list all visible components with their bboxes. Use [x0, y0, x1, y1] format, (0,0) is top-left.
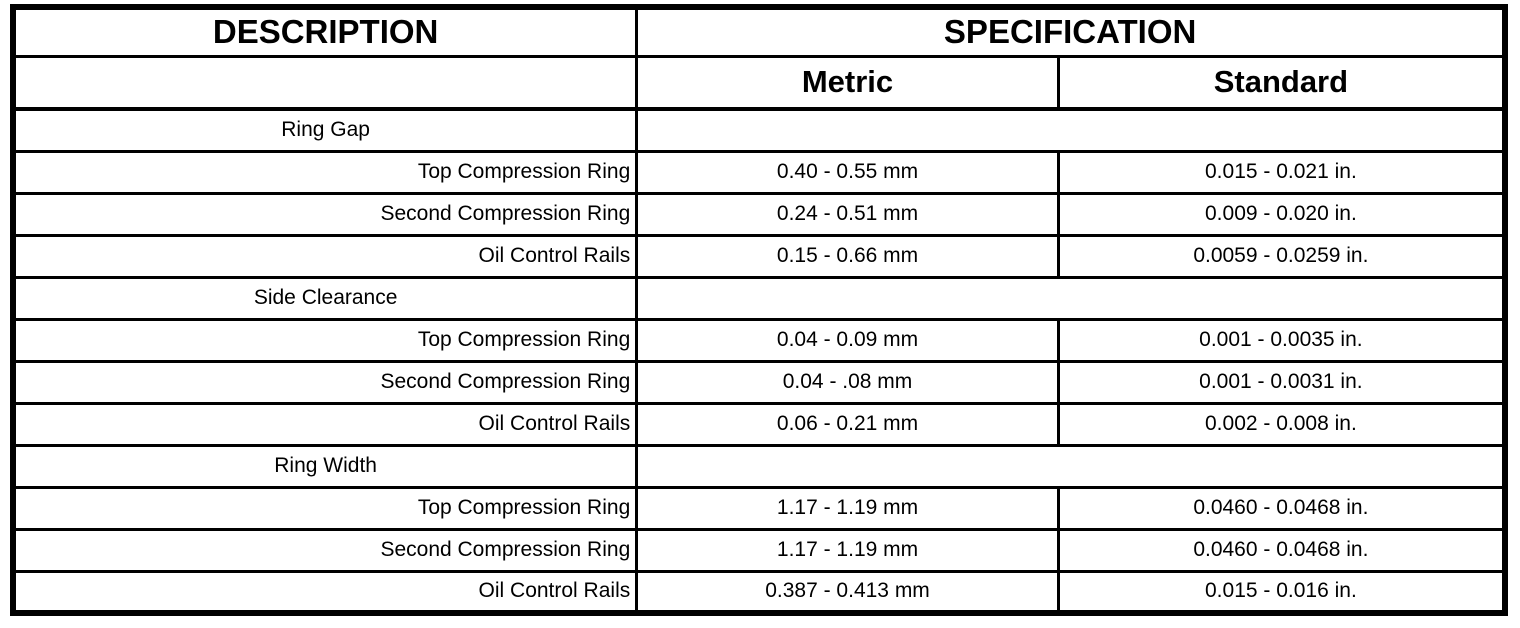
spec-table-body: Ring Gap Top Compression Ring 0.40 - 0.55 …: [11, 107, 1507, 615]
metric-column-header: Metric: [635, 54, 1060, 111]
spec-row-metric-value: 0.06 - 0.21 mm: [635, 401, 1060, 447]
spec-row-metric-value: 0.04 - 0.09 mm: [635, 317, 1060, 363]
spec-row-standard-value: 0.001 - 0.0035 in.: [1056, 317, 1507, 363]
spec-row: Oil Control Rails 0.15 - 0.66 mm 0.0059 - …: [11, 233, 1507, 279]
spec-row-standard-value: 0.0460 - 0.0468 in.: [1056, 527, 1507, 573]
category-row: Ring Width: [11, 443, 1507, 489]
spec-row-description: Top Compression Ring: [11, 485, 639, 531]
spec-row-metric-value: 0.04 - .08 mm: [635, 359, 1060, 405]
spec-row-description: Oil Control Rails: [11, 401, 639, 447]
spec-row: Second Compression Ring 0.24 - 0.51 mm 0.0…: [11, 191, 1507, 237]
spec-row-standard-value: 0.015 - 0.016 in.: [1056, 569, 1507, 615]
category-spec-empty-cell: [635, 275, 1507, 321]
spec-row-standard-value: 0.002 - 0.008 in.: [1056, 401, 1507, 447]
specification-column-header: SPECIFICATION: [635, 5, 1507, 57]
spec-row-standard-value: 0.0460 - 0.0468 in.: [1056, 485, 1507, 531]
spec-row-description: Top Compression Ring: [11, 149, 639, 195]
category-label: Side Clearance: [11, 275, 639, 321]
spec-table: DESCRIPTION SPECIFICATION Metric Standar…: [10, 4, 1508, 616]
description-column-header: DESCRIPTION: [11, 5, 639, 57]
spec-row-standard-value: 0.0059 - 0.0259 in.: [1056, 233, 1507, 279]
category-row: Ring Gap: [11, 107, 1507, 153]
spec-row: Top Compression Ring 1.17 - 1.19 mm 0.0460…: [11, 485, 1507, 531]
spec-row-standard-value: 0.001 - 0.0031 in.: [1056, 359, 1507, 405]
spec-row-metric-value: 1.17 - 1.19 mm: [635, 527, 1060, 573]
spec-row-description: Second Compression Ring: [11, 191, 639, 237]
spec-row-description: Second Compression Ring: [11, 527, 639, 573]
category-row: Side Clearance: [11, 275, 1507, 321]
category-label: Ring Gap: [11, 107, 639, 153]
spec-row: Top Compression Ring 0.40 - 0.55 mm 0.015 …: [11, 149, 1507, 195]
spec-row: Oil Control Rails 0.06 - 0.21 mm 0.002 - 0…: [11, 401, 1507, 447]
spec-row-metric-value: 1.17 - 1.19 mm: [635, 485, 1060, 531]
spec-row-metric-value: 0.24 - 0.51 mm: [635, 191, 1060, 237]
spec-row-metric-value: 0.387 - 0.413 mm: [635, 569, 1060, 615]
spec-row-standard-value: 0.009 - 0.020 in.: [1056, 191, 1507, 237]
header-row-sub: Metric Standard: [11, 54, 1507, 111]
spec-row-description: Top Compression Ring: [11, 317, 639, 363]
spec-row-standard-value: 0.015 - 0.021 in.: [1056, 149, 1507, 195]
header-row-main: DESCRIPTION SPECIFICATION: [11, 5, 1507, 57]
category-spec-empty-cell: [635, 443, 1507, 489]
category-label: Ring Width: [11, 443, 639, 489]
spec-row: Oil Control Rails 0.387 - 0.413 mm 0.015 -…: [11, 569, 1507, 615]
spec-row-metric-value: 0.15 - 0.66 mm: [635, 233, 1060, 279]
spec-row: Second Compression Ring 0.04 - .08 mm 0.00…: [11, 359, 1507, 405]
spec-row: Second Compression Ring 1.17 - 1.19 mm 0.0…: [11, 527, 1507, 573]
spec-row-description: Second Compression Ring: [11, 359, 639, 405]
spec-row-description: Oil Control Rails: [11, 569, 639, 615]
spec-row-description: Oil Control Rails: [11, 233, 639, 279]
spec-row-metric-value: 0.40 - 0.55 mm: [635, 149, 1060, 195]
description-subheader-empty: [11, 54, 639, 111]
spec-row: Top Compression Ring 0.04 - 0.09 mm 0.001 …: [11, 317, 1507, 363]
spec-table-header: DESCRIPTION SPECIFICATION Metric Standar…: [11, 5, 1507, 111]
category-spec-empty-cell: [635, 107, 1507, 153]
standard-column-header: Standard: [1056, 54, 1507, 111]
